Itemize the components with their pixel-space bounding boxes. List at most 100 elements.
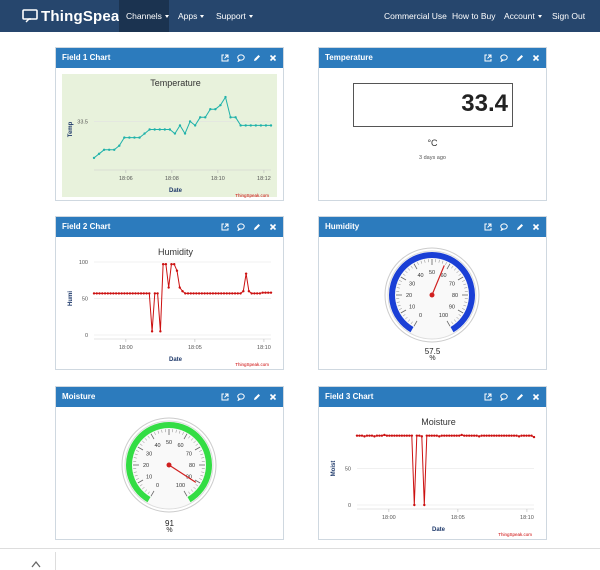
data-point [267,291,270,294]
top-navbar: ThingSpeak™ Channels Apps Support Commer… [0,0,600,32]
external-link-icon[interactable] [221,54,229,62]
nav-support[interactable]: Support [216,0,253,32]
nav-commercial-use[interactable]: Commercial Use [384,0,447,32]
data-point [173,262,176,266]
data-point [222,292,226,295]
panel-field3-chart: Field 3 Chart Moisture 0 50 18:00 18:05 18:10… [318,386,547,540]
data-point [120,292,123,295]
data-point [405,434,409,437]
close-icon[interactable] [532,223,540,231]
data-point [163,128,166,131]
panel-body: Moisture 0 50 18:00 18:05 18:10 Date Moist Thing… [319,407,546,539]
data-point [512,434,516,437]
data-point [193,124,197,127]
chevron-up-icon[interactable] [31,560,41,568]
close-icon[interactable] [269,54,277,62]
close-icon[interactable] [532,54,540,62]
pencil-icon[interactable] [253,223,261,231]
close-icon[interactable] [532,393,540,401]
gauge-tick [193,486,196,490]
x-tick-label: 18:06 [119,176,133,182]
comment-icon[interactable] [500,223,508,231]
close-icon[interactable] [269,393,277,401]
chart-title: Temperature [150,78,201,88]
gauge-tick-label: 80 [189,463,195,469]
gauge-tick [451,321,454,325]
data-point [425,434,429,437]
gauge-tick [195,484,199,487]
data-point [455,434,458,437]
gauge-tick [397,283,401,285]
nav-channels[interactable]: Channels [119,0,169,32]
pencil-icon[interactable] [516,393,524,401]
x-tick-label: 18:10 [520,515,534,521]
data-point [186,292,190,295]
external-link-icon[interactable] [484,223,492,231]
chart-credit: ThingSpeak.com [498,532,532,537]
gauge-tick [139,443,143,446]
comment-icon[interactable] [500,54,508,62]
gauge-band [389,252,475,333]
footer-divider [0,548,600,549]
data-point [197,292,201,295]
gauge-tick [154,432,156,435]
external-link-icon[interactable] [221,393,229,401]
data-point [465,434,468,437]
gauge-tick [144,438,148,441]
gauge-tick [161,429,163,433]
nav-how-to-buy[interactable]: How to Buy [452,0,495,32]
gauge-tick [137,446,144,451]
pencil-icon[interactable] [253,393,261,401]
gauge-tick-label: 40 [154,443,160,449]
humidity-value: 57.5 [424,347,441,356]
data-point [525,434,528,437]
data-point [428,434,431,437]
data-point [150,330,154,333]
gauge-tick [453,268,457,271]
data-point [139,292,143,295]
nav-apps[interactable]: Apps [178,0,205,32]
nav-sign-out[interactable]: Sign Out [552,0,585,32]
comment-icon[interactable] [237,223,245,231]
data-point [410,434,414,437]
x-axis-label: Date [169,188,183,194]
comment-icon[interactable] [237,393,245,401]
pencil-icon[interactable] [516,54,524,62]
pencil-icon[interactable] [516,223,524,231]
gauge-tick-label: 0 [156,483,159,489]
external-link-icon[interactable] [484,393,492,401]
data-point [492,434,496,437]
data-point [500,434,503,437]
gauge-tick [400,276,407,281]
gauge-tick [179,430,181,434]
data-point [485,434,488,437]
data-point [395,434,399,437]
gauge-tick [200,453,204,455]
external-link-icon[interactable] [221,223,229,231]
chevron-down-icon [164,15,169,19]
gauge-tick [144,489,148,492]
data-point [258,292,262,295]
gauge-tick [139,484,143,487]
data-point [217,292,220,295]
nav-account[interactable]: Account [504,0,542,32]
gauge-tick [182,432,184,435]
series-line [94,263,271,332]
gauge-needle [431,265,445,296]
gauge-tick [420,260,422,264]
data-point [261,291,264,294]
data-point [118,144,121,147]
close-icon[interactable] [269,223,277,231]
data-point [383,433,386,437]
gauge-tick [183,433,188,440]
gauge-tick [462,280,465,282]
data-point [242,290,245,293]
data-point [188,120,192,123]
comment-icon[interactable] [237,54,245,62]
pencil-icon[interactable] [253,54,261,62]
data-point [181,290,184,293]
comment-icon[interactable] [500,393,508,401]
external-link-icon[interactable] [484,54,492,62]
data-point [378,434,381,437]
gauge-tick-label: 50 [166,440,172,446]
